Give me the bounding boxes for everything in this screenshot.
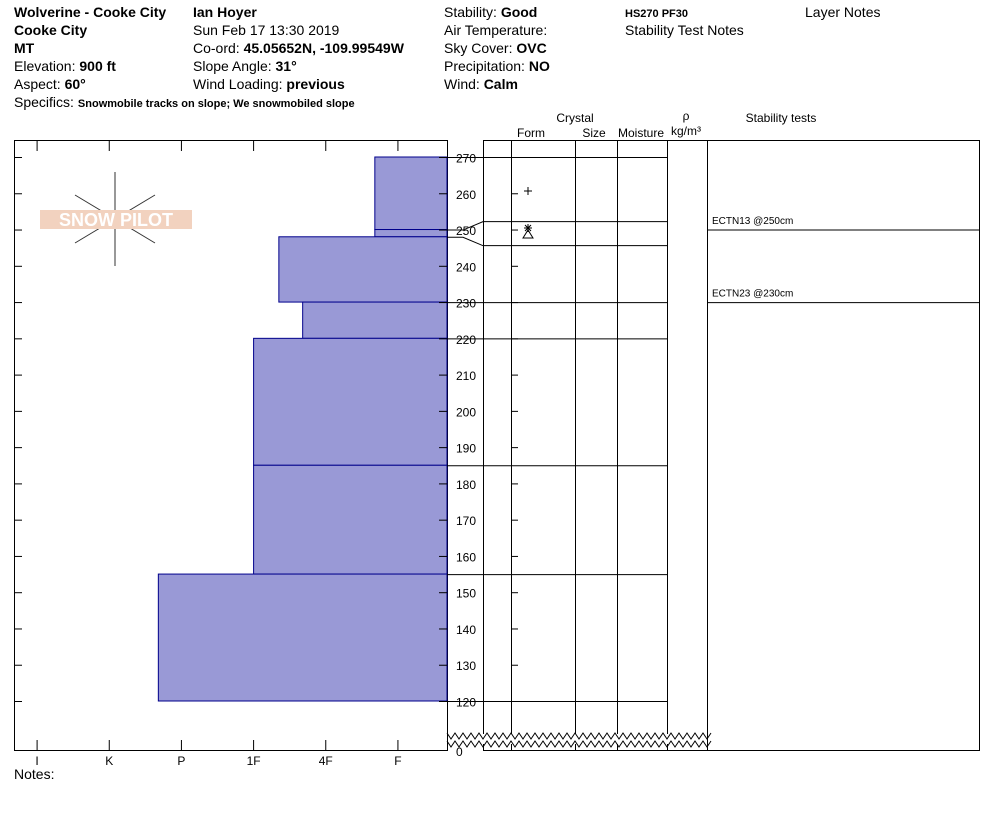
header-field: Wolverine - Cooke City bbox=[14, 4, 166, 20]
layer-bar bbox=[253, 337, 448, 466]
y-tick-label: 190 bbox=[456, 442, 476, 456]
axis-break bbox=[446, 732, 712, 740]
specifics: Specifics: Snowmobile tracks on slope; We… bbox=[14, 94, 355, 110]
x-tick-label: 1F bbox=[247, 754, 261, 768]
field-value: previous bbox=[286, 76, 345, 92]
y-tick-label: 130 bbox=[456, 659, 476, 673]
field-label: Precipitation: bbox=[444, 58, 525, 74]
layer-bar bbox=[157, 573, 448, 702]
field-label: Co-ord: bbox=[193, 40, 240, 56]
field-value: Snowmobile tracks on slope; We snowmobil… bbox=[78, 98, 355, 110]
col-head: Crystal bbox=[556, 111, 593, 125]
col-head: Moisture bbox=[618, 126, 664, 140]
layer-bar bbox=[374, 229, 448, 238]
field-label: Aspect: bbox=[14, 76, 61, 92]
col-head: ρ bbox=[683, 109, 690, 123]
y-tick-label: 180 bbox=[456, 478, 476, 492]
layer-bar bbox=[374, 156, 448, 231]
axis-break bbox=[446, 740, 712, 748]
header-field: Cooke City bbox=[14, 22, 87, 38]
x-tick-label: K bbox=[105, 754, 113, 768]
header-field: Sun Feb 17 13:30 2019 bbox=[193, 22, 340, 38]
grain-symbol bbox=[524, 187, 532, 195]
y-tick-label: 240 bbox=[456, 260, 476, 274]
y-tick-label: 140 bbox=[456, 623, 476, 637]
field-value: MT bbox=[14, 40, 35, 56]
x-tick-label: I bbox=[35, 754, 38, 768]
field-value: 45.05652N, -109.99549W bbox=[244, 40, 405, 56]
boundary-link bbox=[447, 221, 667, 231]
field-value: Wolverine - Cooke City bbox=[14, 4, 166, 20]
y-tick-label: 200 bbox=[456, 405, 476, 419]
field-label: Stability: bbox=[444, 4, 497, 20]
col-head: Stability tests bbox=[746, 111, 817, 125]
header-field: Aspect: 60° bbox=[14, 76, 86, 92]
header-field: Air Temperature: bbox=[444, 22, 547, 38]
logo bbox=[40, 172, 192, 266]
field-label: Wind Loading: bbox=[193, 76, 283, 92]
layer-bar bbox=[253, 464, 448, 575]
boundary-link bbox=[447, 236, 667, 247]
field-label: Slope Angle: bbox=[193, 58, 272, 74]
col-head: Form bbox=[517, 126, 545, 140]
header-field: Wind: Calm bbox=[444, 76, 518, 92]
stability-test-notes: Stability Test Notes bbox=[625, 22, 744, 38]
field-value: OVC bbox=[516, 40, 546, 56]
header-field: Ian Hoyer bbox=[193, 4, 257, 20]
y-tick-label: 220 bbox=[456, 333, 476, 347]
y-tick-label: 160 bbox=[456, 550, 476, 564]
layer-frame bbox=[483, 140, 980, 751]
y-tick-label: 210 bbox=[456, 369, 476, 383]
header-field: Stability: Good bbox=[444, 4, 537, 20]
test-label: ECTN13 @250cm bbox=[712, 216, 793, 227]
col-head: kg/m³ bbox=[671, 124, 701, 138]
y-tick-label: 120 bbox=[456, 696, 476, 710]
logo-text: SNOW PILOT bbox=[59, 210, 173, 230]
test-label: ECTN23 @230cm bbox=[712, 289, 793, 300]
field-value: 60° bbox=[65, 76, 86, 92]
field-value: NO bbox=[529, 58, 550, 74]
x-tick-label: P bbox=[177, 754, 185, 768]
header-field: Elevation: 900 ft bbox=[14, 58, 116, 74]
field-value: 900 ft bbox=[79, 58, 116, 74]
field-value: Cooke City bbox=[14, 22, 87, 38]
y-tick-label: 250 bbox=[456, 224, 476, 238]
field-label: Elevation: bbox=[14, 58, 75, 74]
field-label: Air Temperature: bbox=[444, 22, 547, 38]
header-field: Sky Cover: OVC bbox=[444, 40, 547, 56]
field-value: Calm bbox=[484, 76, 518, 92]
notes-label: Notes: bbox=[14, 766, 54, 782]
y-tick-label: 270 bbox=[456, 152, 476, 166]
field-value: Ian Hoyer bbox=[193, 4, 257, 20]
break-gap bbox=[448, 734, 706, 744]
x-tick-label: 4F bbox=[319, 754, 333, 768]
field-label: Wind: bbox=[444, 76, 480, 92]
summary: HS270 PF30 bbox=[625, 8, 688, 20]
y-tick-label: 0 bbox=[456, 745, 463, 759]
layer-bar bbox=[302, 301, 448, 339]
layer-bar bbox=[278, 236, 448, 303]
header-field: Precipitation: NO bbox=[444, 58, 550, 74]
header-field: Slope Angle: 31° bbox=[193, 58, 297, 74]
field-label: Sky Cover: bbox=[444, 40, 512, 56]
header-field: Wind Loading: previous bbox=[193, 76, 345, 92]
y-tick-label: 170 bbox=[456, 514, 476, 528]
x-tick-label: F bbox=[394, 754, 401, 768]
layer-notes: Layer Notes bbox=[805, 4, 880, 20]
y-tick-label: 260 bbox=[456, 188, 476, 202]
header-field: Co-ord: 45.05652N, -109.99549W bbox=[193, 40, 405, 56]
field-label: Specifics: bbox=[14, 94, 74, 110]
field-label: Sun Feb 17 13:30 2019 bbox=[193, 22, 340, 38]
y-tick-label: 230 bbox=[456, 297, 476, 311]
header-field: MT bbox=[14, 40, 35, 56]
grain-symbol bbox=[522, 224, 534, 239]
field-value: 31° bbox=[276, 58, 297, 74]
y-tick-label: 150 bbox=[456, 587, 476, 601]
col-head: Size bbox=[582, 126, 606, 140]
field-value: Good bbox=[501, 4, 538, 20]
